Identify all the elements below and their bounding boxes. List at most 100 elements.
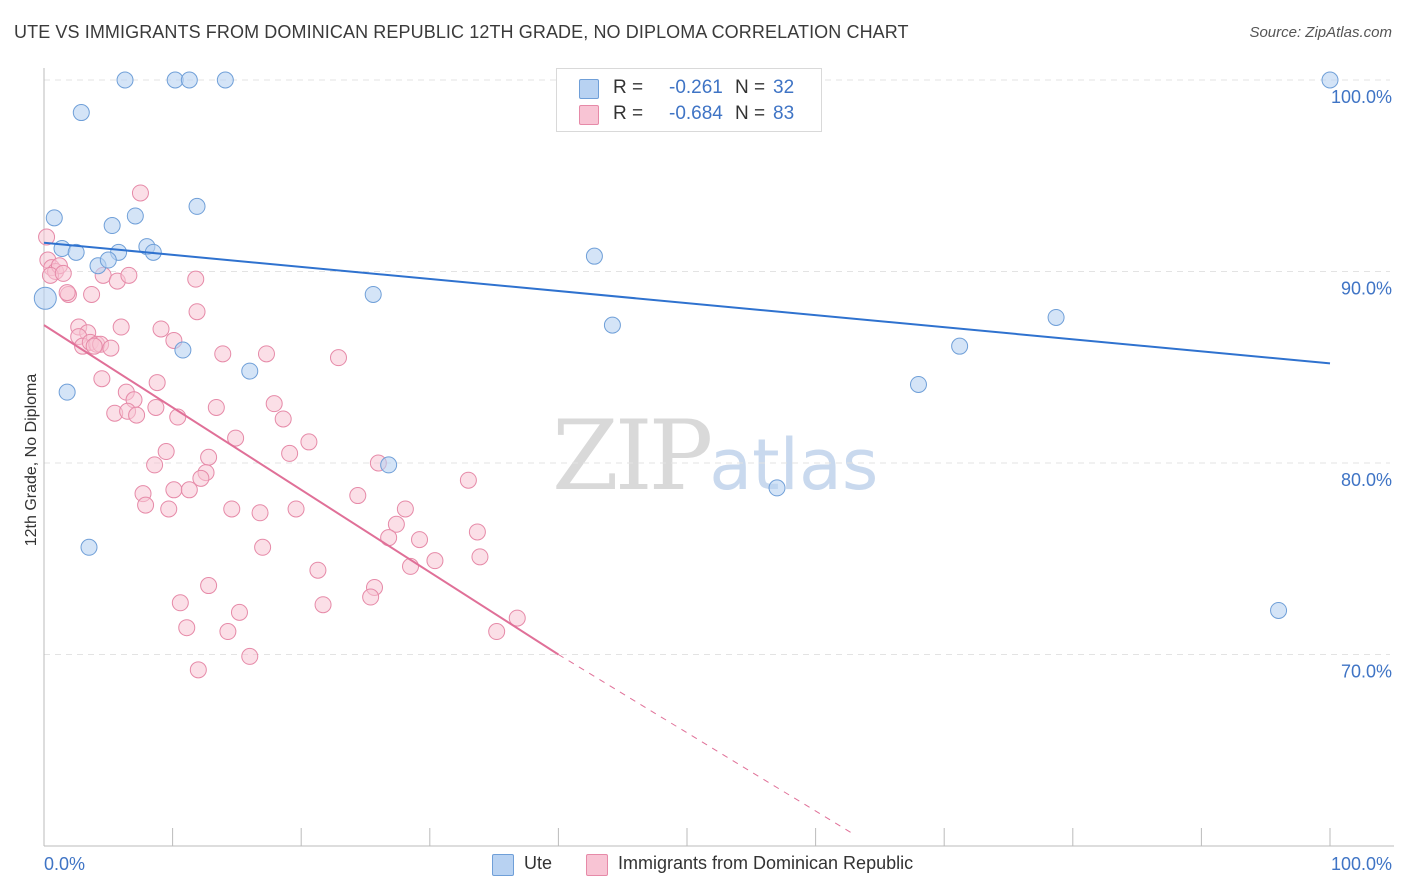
dominican-point [241, 647, 259, 665]
dominican-point [165, 481, 183, 499]
dominican-point [187, 270, 205, 288]
dominican-point [58, 284, 76, 302]
dominican-point [488, 623, 506, 641]
ute-swatch [579, 79, 599, 99]
r-label: R = [613, 103, 644, 124]
dominican-point [207, 398, 225, 416]
dominican-point [171, 594, 189, 612]
dominican-point [148, 374, 166, 392]
ute-point [166, 71, 184, 89]
n-label: N = [735, 77, 766, 98]
x-tick-label: 100.0% [1331, 854, 1392, 874]
ute-swatch [492, 854, 514, 876]
dominican-point [137, 496, 155, 514]
dominican-point [178, 619, 196, 637]
ute-point [126, 207, 144, 225]
ute-point [216, 71, 234, 89]
dominican-point [230, 603, 248, 621]
ute-point [99, 251, 117, 269]
dominican-points [38, 184, 526, 679]
ute-point [768, 479, 786, 497]
watermark-atlas: atlas [709, 424, 879, 506]
ute-point [53, 240, 71, 258]
dominican-point [157, 443, 175, 461]
dominican-point [54, 264, 72, 282]
chart-title: UTE VS IMMIGRANTS FROM DOMINICAN REPUBLI… [14, 22, 909, 42]
dominican-point [147, 398, 165, 416]
dominican-point [102, 339, 120, 357]
ute-point [241, 362, 259, 380]
ute-point [180, 71, 198, 89]
dominican-point [251, 504, 269, 522]
n-label: N = [735, 103, 766, 124]
dominican-trend-extension [558, 654, 855, 835]
ute-point [909, 375, 927, 393]
dominican-point [38, 228, 56, 246]
ute-point [364, 285, 382, 303]
ute-legend-label: Ute [524, 853, 553, 873]
dominican-point [160, 500, 178, 518]
ute-point [585, 247, 603, 265]
dominican-point [257, 345, 275, 363]
ute-point [603, 316, 621, 334]
ute-point [80, 538, 98, 556]
dominican-point [254, 538, 272, 556]
x-tick-labels: 0.0% 100.0% [44, 854, 1392, 874]
trend-lines [43, 241, 1331, 835]
y-tick-labels: 70.0% 80.0% 90.0% 100.0% [1331, 87, 1392, 682]
ute-points [33, 71, 1339, 619]
dominican-point [219, 623, 237, 641]
dominican-point [329, 349, 347, 367]
dominican-point [281, 444, 299, 462]
dominican-swatch [579, 105, 599, 125]
n-value: 32 [773, 77, 795, 98]
axes [43, 68, 1394, 847]
ute-point [951, 337, 969, 355]
dominican-point [426, 552, 444, 570]
dominican-point [85, 337, 103, 355]
r-label: R = [613, 77, 644, 98]
dominican-point [300, 433, 318, 451]
dominican-point [349, 487, 367, 505]
y-tick-label: 100.0% [1331, 87, 1392, 107]
dominican-point [468, 523, 486, 541]
dominican-point [200, 448, 218, 466]
r-value: -0.261 [669, 77, 723, 98]
ute-point [1270, 601, 1288, 619]
dominican-legend-label: Immigrants from Dominican Republic [618, 853, 914, 873]
dominican-point [459, 471, 477, 489]
dominican-point [131, 184, 149, 202]
dominican-point [314, 596, 332, 614]
dominican-point [200, 577, 218, 595]
dominican-point [274, 410, 292, 428]
dominican-point [287, 500, 305, 518]
source-credit: Source: ZipAtlas.com [1249, 24, 1392, 41]
dominican-point [128, 406, 146, 424]
dominican-point [146, 456, 164, 474]
ute-point [1047, 308, 1065, 326]
ute-point [72, 104, 90, 122]
dominican-point [180, 481, 198, 499]
dominican-point [309, 561, 327, 579]
x-tick-label: 0.0% [44, 854, 85, 874]
dominican-point [508, 609, 526, 627]
dominican-point [188, 303, 206, 321]
ute-point [116, 71, 134, 89]
y-tick-label: 70.0% [1341, 662, 1392, 682]
dominican-point [227, 429, 245, 447]
ute-point [45, 209, 63, 227]
y-axis-label: 12th Grade, No Diploma [23, 373, 40, 547]
dominican-point [471, 548, 489, 566]
ute-point [67, 243, 85, 261]
dominican-point [83, 285, 101, 303]
dominican-point [120, 266, 138, 284]
dominican-swatch [586, 854, 608, 876]
n-value: 83 [773, 103, 795, 124]
dominican-point [387, 515, 405, 533]
dominican-point [362, 588, 380, 606]
watermark: ZIPatlas [552, 400, 878, 512]
dominican-point [223, 500, 241, 518]
dominican-point [411, 531, 429, 549]
ute-point [380, 456, 398, 474]
